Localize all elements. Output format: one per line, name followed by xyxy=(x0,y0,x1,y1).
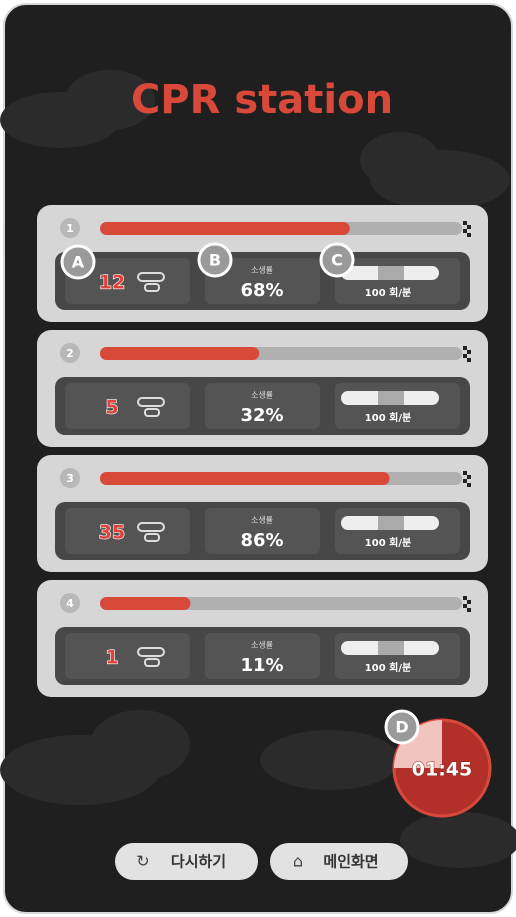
station-number: 1 xyxy=(66,222,74,235)
button-label[interactable]: 메인화면 xyxy=(323,853,378,871)
callout-letter: C xyxy=(331,251,343,270)
screen: CPR station 1 12 소생률 68% 100 회/분 2 5 소생률 32% 100 … xyxy=(0,0,516,917)
survival-rate: 11% xyxy=(240,655,283,676)
compression-speed: 100 회/분 xyxy=(365,286,411,299)
callout-letter: B xyxy=(209,251,221,270)
compression-speed: 100 회/분 xyxy=(365,536,411,549)
survival-label: 소생률 xyxy=(251,640,273,650)
speed-target xyxy=(378,641,404,655)
survival-rate: 68% xyxy=(240,280,283,301)
button-icon: ⌂ xyxy=(293,852,303,871)
survival-rate: 32% xyxy=(240,405,283,426)
compression-count: 35 xyxy=(99,522,125,544)
count-box xyxy=(65,383,190,429)
compression-count: 1 xyxy=(105,647,118,669)
compression-count: 12 xyxy=(99,272,125,294)
progress-fill xyxy=(100,347,259,360)
progress-fill xyxy=(100,222,350,235)
survival-label: 소생률 xyxy=(251,265,273,275)
compression-speed: 100 회/분 xyxy=(365,411,411,424)
station-number: 4 xyxy=(66,597,74,610)
title: CPR station xyxy=(131,77,393,123)
callout-letter: D xyxy=(395,718,408,737)
button-icon: ↻ xyxy=(136,852,149,871)
progress-fill xyxy=(100,472,390,485)
callout-letter: A xyxy=(72,253,85,272)
compression-speed: 100 회/분 xyxy=(365,661,411,674)
button-label[interactable]: 다시하기 xyxy=(171,853,226,871)
survival-label: 소생률 xyxy=(251,390,273,400)
survival-label: 소생률 xyxy=(251,515,273,525)
count-box xyxy=(65,633,190,679)
speed-target xyxy=(378,516,404,530)
speed-target xyxy=(378,391,404,405)
compression-count: 5 xyxy=(105,397,118,419)
survival-rate: 86% xyxy=(240,530,283,551)
station-number: 3 xyxy=(66,472,74,485)
timer-time: 01:45 xyxy=(412,759,472,781)
count-box xyxy=(65,508,190,554)
progress-fill xyxy=(100,597,191,610)
station-number: 2 xyxy=(66,347,74,360)
speed-target xyxy=(378,266,404,280)
